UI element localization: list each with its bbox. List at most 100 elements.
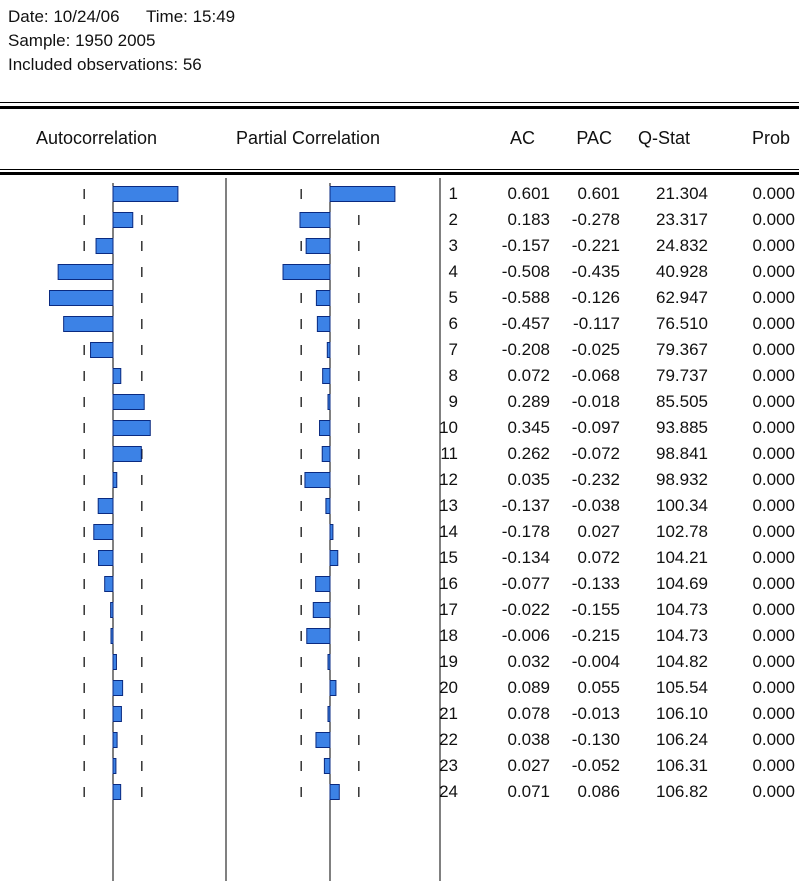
ac-bar	[110, 628, 114, 644]
pac-bar	[316, 316, 331, 332]
prob-cell: 0.000	[752, 262, 795, 281]
prob-cell: 0.000	[752, 626, 795, 645]
ac-bar	[112, 472, 118, 488]
ac-bar	[112, 784, 122, 800]
qstat-cell: 76.510	[656, 314, 708, 333]
ac-cell: 0.183	[507, 210, 550, 229]
qstat-cell: 93.885	[656, 418, 708, 437]
prob-cell: 0.000	[752, 652, 795, 671]
ac-cell: 0.071	[507, 782, 550, 801]
ac-cell: 0.289	[507, 392, 550, 411]
prob-cell: 0.000	[752, 418, 795, 437]
ac-bar	[112, 732, 118, 748]
ac-cell: -0.508	[501, 262, 550, 281]
prob-cell: 0.000	[752, 470, 795, 489]
pac-bar	[315, 290, 331, 306]
pac-cell: -0.052	[571, 756, 620, 775]
prob-cell: 0.000	[752, 730, 795, 749]
time-label: Time: 15:49	[146, 7, 236, 26]
pac-bar	[304, 472, 331, 488]
ac-bar	[63, 316, 114, 332]
ac-bar	[112, 680, 124, 696]
pac-bar	[329, 524, 334, 540]
qstat-cell: 98.841	[656, 444, 708, 463]
prob-cell: 0.000	[752, 704, 795, 723]
pac-bar	[327, 706, 331, 722]
lag-cell: 8	[448, 366, 458, 385]
qstat-cell: 106.31	[656, 756, 708, 775]
prob-cell: 0.000	[752, 314, 795, 333]
pac-bar	[321, 446, 331, 462]
prob-header: Prob	[751, 128, 790, 148]
pac-cell: 0.055	[577, 678, 620, 697]
pac-bar	[299, 212, 331, 228]
header-rule-thick	[0, 172, 799, 175]
pac-cell: 0.601	[577, 184, 620, 203]
pac-bar	[315, 576, 331, 592]
ac-cell: 0.262	[507, 444, 550, 463]
pac-bar	[322, 368, 331, 384]
qstat-cell: 104.69	[656, 574, 708, 593]
ac-bar	[57, 264, 114, 280]
lag-cell: 7	[448, 340, 458, 359]
qstat-cell: 104.73	[656, 626, 708, 645]
pac-cell: -0.013	[571, 704, 620, 723]
ac-cell: -0.588	[501, 288, 550, 307]
lag-cell: 21	[439, 704, 458, 723]
ac-cell: 0.078	[507, 704, 550, 723]
prob-cell: 0.000	[752, 184, 795, 203]
pac-bar	[329, 550, 339, 566]
lag-cell: 22	[439, 730, 458, 749]
lag-cell: 14	[439, 522, 458, 541]
pac-cell: -0.018	[571, 392, 620, 411]
lag-cell: 18	[439, 626, 458, 645]
pac-cell: -0.038	[571, 496, 620, 515]
prob-cell: 0.000	[752, 444, 795, 463]
ac-cell: 0.345	[507, 418, 550, 437]
prob-cell: 0.000	[752, 340, 795, 359]
pac-cell: -0.278	[571, 210, 620, 229]
top-rule	[0, 102, 799, 103]
qstat-cell: 102.78	[656, 522, 708, 541]
ac-cell: 0.035	[507, 470, 550, 489]
prob-cell: 0.000	[752, 522, 795, 541]
ac-bar	[112, 446, 142, 462]
pac-cell: 0.027	[577, 522, 620, 541]
ac-cell: 0.072	[507, 366, 550, 385]
prob-cell: 0.000	[752, 496, 795, 515]
prob-cell: 0.000	[752, 236, 795, 255]
ac-cell: -0.006	[501, 626, 550, 645]
ac-cell: -0.178	[501, 522, 550, 541]
qstat-cell: 98.932	[656, 470, 708, 489]
prob-cell: 0.000	[752, 548, 795, 567]
prob-cell: 0.000	[752, 392, 795, 411]
ac-bar	[112, 420, 151, 436]
ac-bar	[112, 758, 117, 774]
lag-cell: 11	[440, 444, 458, 463]
ac-cell: 0.032	[507, 652, 550, 671]
ac-cell: -0.208	[501, 340, 550, 359]
pac-cell: -0.435	[571, 262, 620, 281]
pac-bar	[323, 758, 331, 774]
ac-bar	[112, 654, 117, 670]
top-rule-thick	[0, 106, 799, 109]
lag-cell: 23	[439, 756, 458, 775]
pac-bar	[325, 498, 331, 514]
qstat-cell: 104.82	[656, 652, 708, 671]
pac-bar	[329, 186, 396, 202]
pac-bar	[306, 628, 331, 644]
qstat-cell: 104.73	[656, 600, 708, 619]
qstat-cell: 21.304	[656, 184, 708, 203]
lag-cell: 9	[448, 392, 458, 411]
ac-bar	[112, 706, 122, 722]
pac-cell: -0.126	[571, 288, 620, 307]
pac-bar	[326, 342, 331, 358]
ac-cell: -0.137	[501, 496, 550, 515]
ac-bar	[90, 342, 114, 358]
prob-cell: 0.000	[752, 678, 795, 697]
lag-cell: 2	[448, 210, 458, 229]
lag-cell: 15	[439, 548, 458, 567]
prob-cell: 0.000	[752, 366, 795, 385]
pac-cell: -0.072	[571, 444, 620, 463]
qstat-cell: 85.505	[656, 392, 708, 411]
